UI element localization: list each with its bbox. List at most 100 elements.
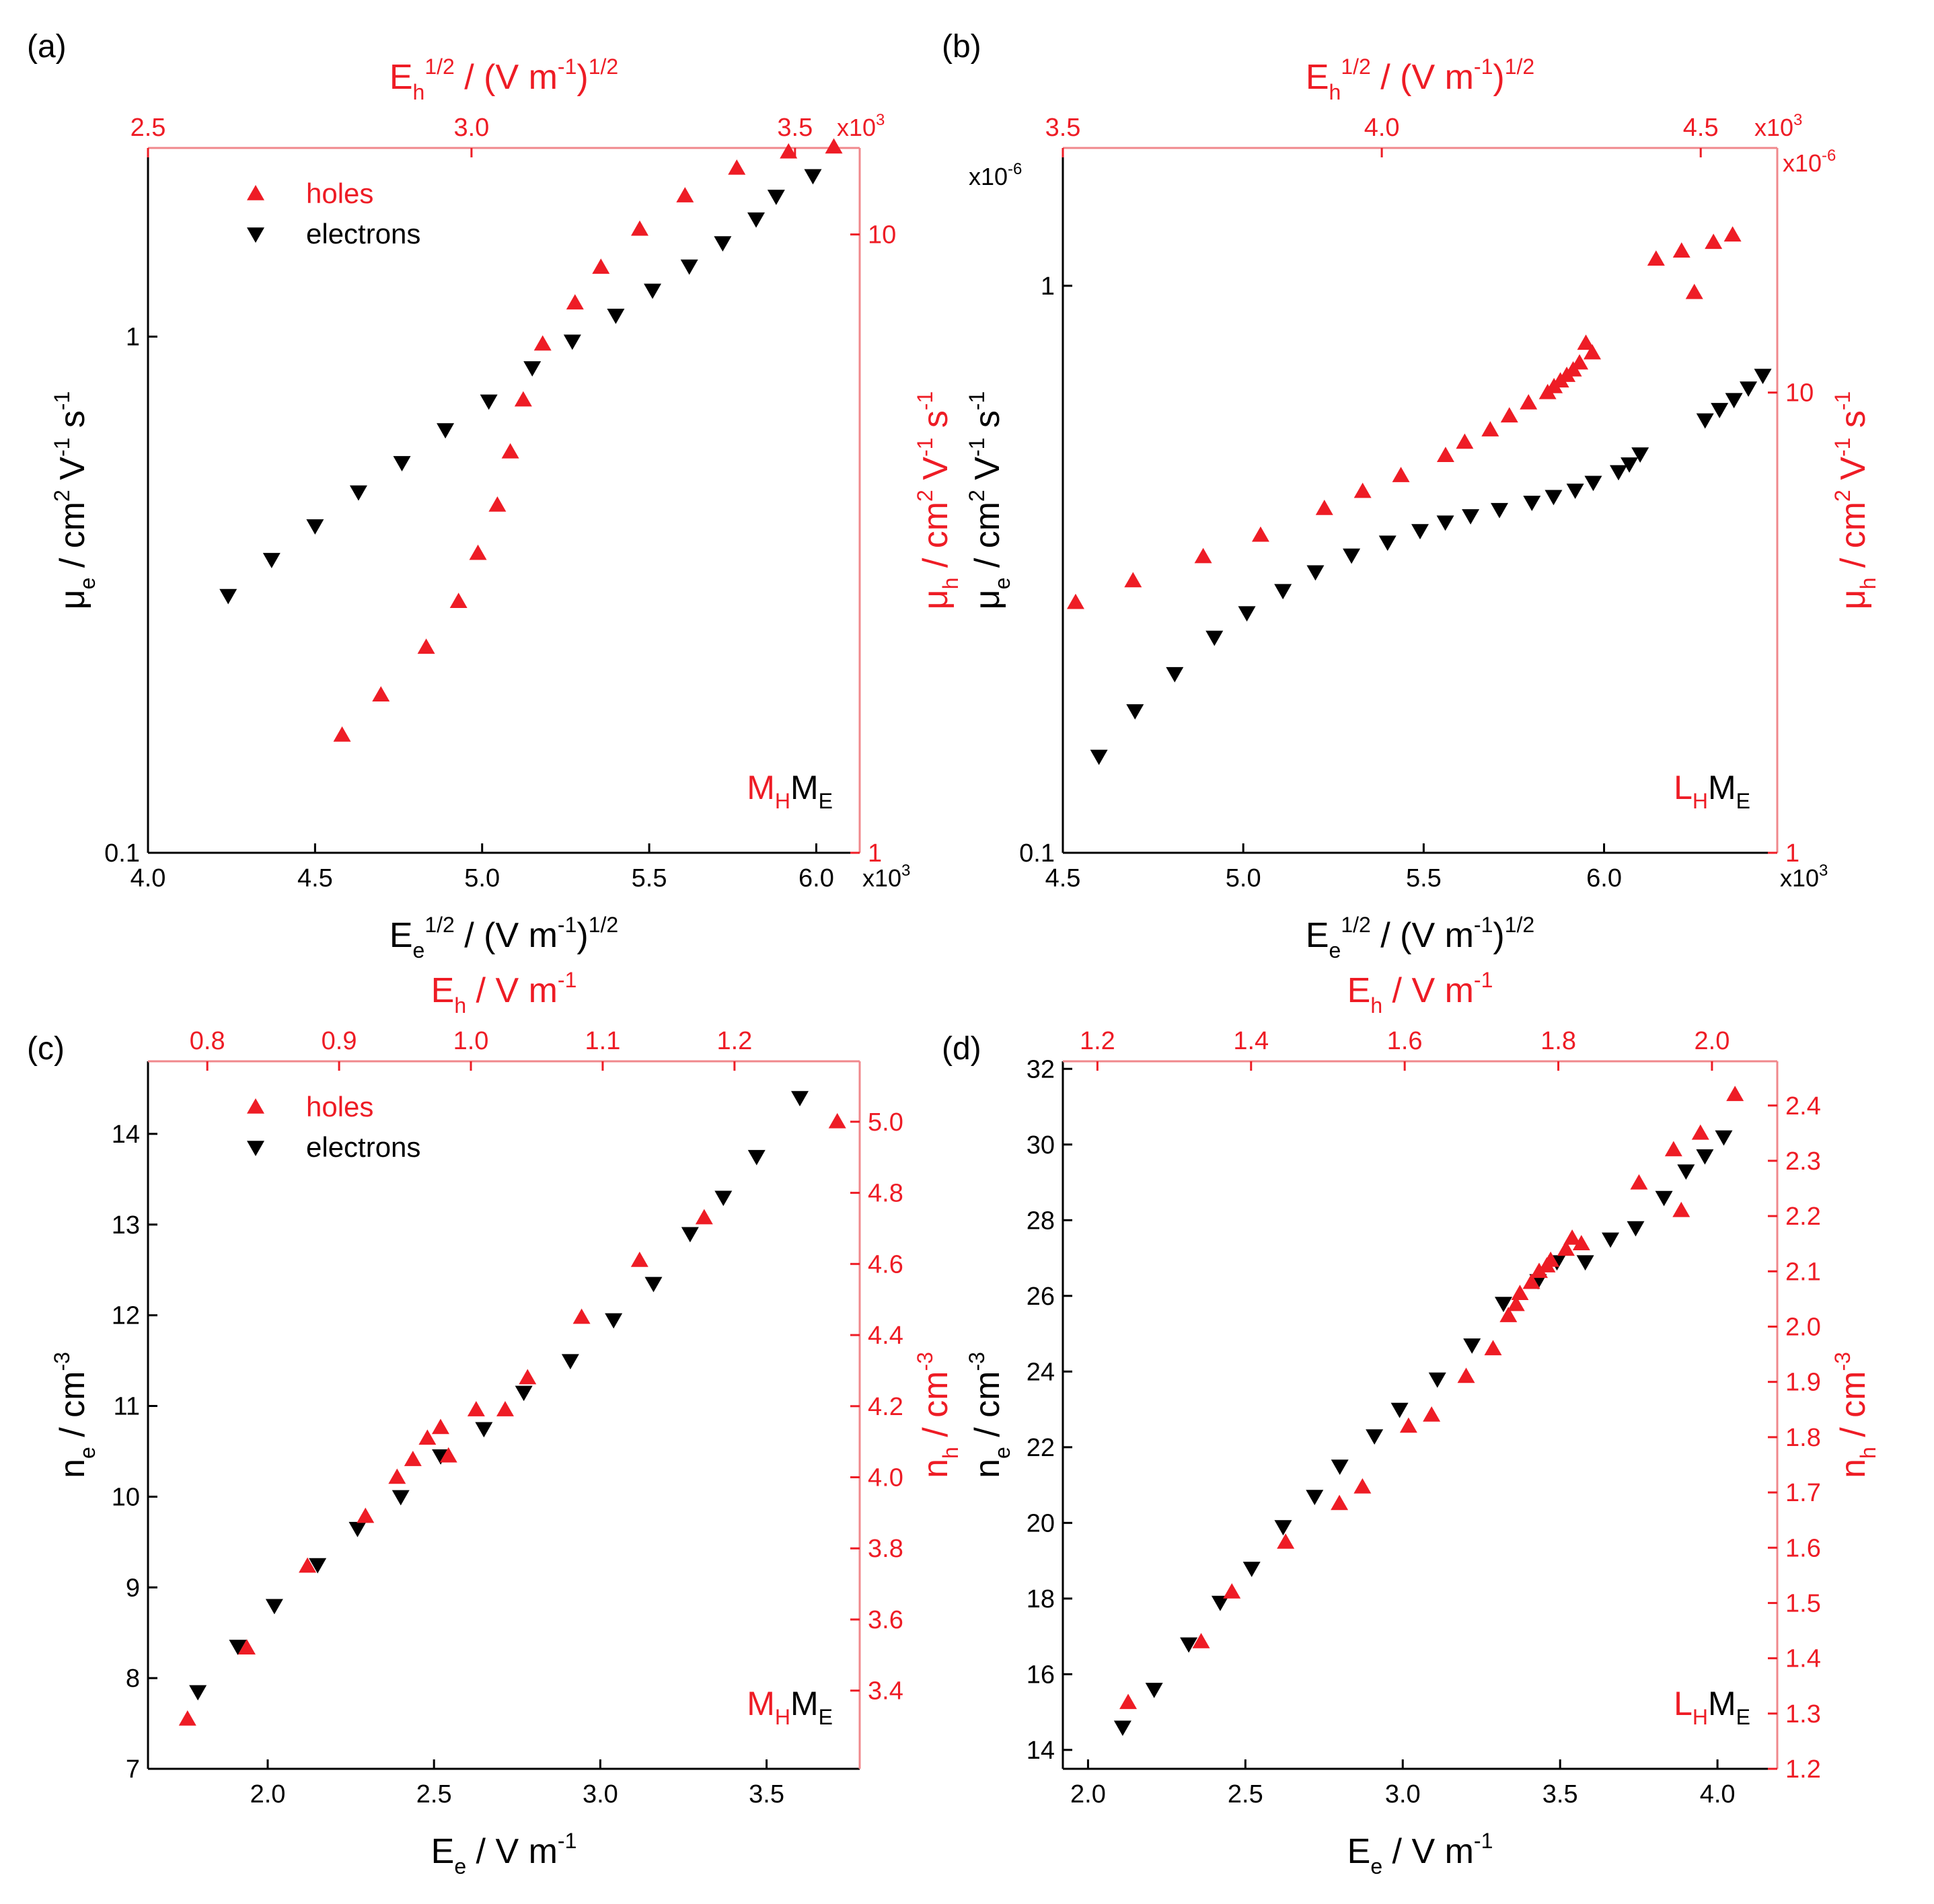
y2-tick-label: 2.4 [1785, 1092, 1821, 1120]
electrons-point [1655, 1190, 1673, 1207]
y2-tick-label: 3.8 [868, 1535, 903, 1563]
legend-holes-marker [247, 185, 264, 200]
electrons-point [309, 1558, 327, 1574]
holes-point [1499, 1307, 1518, 1322]
holes-point [1399, 1417, 1417, 1433]
electrons-point [561, 1354, 579, 1370]
holes-point [1542, 1251, 1560, 1267]
x2-tick-label: 2.0 [1695, 1027, 1730, 1055]
legend-holes-marker [247, 1098, 264, 1114]
x2-tick-label: 0.8 [190, 1027, 225, 1055]
x-tick-label: 2.5 [1228, 1780, 1263, 1808]
y-tick-label: 1 [126, 323, 140, 352]
y-tick-label: 10 [112, 1483, 140, 1511]
holes-point [357, 1507, 375, 1523]
holes-point [1723, 226, 1742, 242]
electrons-point [348, 1521, 367, 1537]
electrons-point [681, 1227, 699, 1243]
holes-point [676, 187, 694, 202]
holes-point [1672, 1201, 1690, 1217]
x2-tick-label: 1.2 [716, 1027, 752, 1055]
holes-point [1520, 393, 1538, 410]
legend-electrons-label: electrons [306, 218, 420, 250]
x2-tick-label: 1.0 [453, 1027, 489, 1055]
sample-label: MHME [747, 769, 833, 813]
holes-point [1563, 1229, 1582, 1245]
holes-point [237, 1639, 256, 1655]
holes-point [1577, 334, 1595, 350]
holes-point [630, 220, 648, 236]
holes-point [592, 258, 610, 274]
holes-point [449, 593, 468, 608]
electrons-point [393, 456, 411, 471]
y-tick-label: 26 [1027, 1283, 1055, 1311]
electrons-point [349, 485, 367, 501]
holes-point [404, 1451, 422, 1466]
y2-tick-label: 1.9 [1785, 1369, 1821, 1397]
x-tick-label: 5.5 [632, 864, 667, 892]
electrons-point [1242, 1562, 1261, 1577]
y-tick-label: 11 [114, 1393, 140, 1421]
electrons-point [189, 1685, 207, 1701]
electrons-point [1166, 667, 1184, 683]
y2-tick-label: 4.8 [868, 1180, 903, 1208]
sample-label: MHME [747, 1685, 833, 1729]
holes-point [1481, 421, 1499, 436]
y2-axis-title: nh / cm-3 [1830, 1352, 1880, 1478]
y2-tick-label: 1 [1785, 839, 1799, 868]
panel-c: 2.0 2.5 3.0 3.5 0.8 0.9 1.0 1.1 1.2 7 8 9 10 11 12 13 14… [27, 968, 963, 1878]
y-tick-label: 28 [1027, 1207, 1055, 1235]
holes-point [501, 443, 519, 459]
y2-tick-label: 2.2 [1785, 1203, 1821, 1231]
y-tick-label: 18 [1027, 1585, 1055, 1613]
y-axis-title: μe / cm2 V-1 s-1 [50, 391, 100, 610]
x2-multiplier: x103 [837, 111, 885, 141]
y2-tick-label: 10 [868, 221, 896, 250]
x-axis-title: Ee1/2 / (V m-1)1/2 [389, 913, 618, 962]
electrons-point [1584, 475, 1602, 492]
electrons-point [1545, 490, 1563, 506]
holes-point [1522, 1273, 1540, 1289]
electrons-point [262, 553, 281, 568]
electrons-point [1523, 496, 1541, 511]
y2-tick-label: 1.7 [1785, 1479, 1821, 1507]
x-tick-label: 4.0 [131, 864, 166, 892]
holes-point [1664, 1141, 1682, 1157]
x2-tick-label: 1.1 [585, 1027, 621, 1055]
x2-tick-label: 3.0 [453, 114, 489, 142]
electrons-point [1576, 1255, 1594, 1271]
y-tick-label: 9 [126, 1574, 140, 1602]
legend-electrons-label: electrons [306, 1131, 420, 1163]
y-tick-label: 30 [1027, 1131, 1055, 1159]
electrons-point [563, 334, 581, 350]
holes-point [1584, 344, 1602, 360]
y2-tick-label: 1.4 [1785, 1645, 1821, 1673]
x-axis-title: Ee / V m-1 [431, 1829, 577, 1878]
holes-point [1647, 250, 1665, 266]
holes-point [728, 159, 746, 175]
x-tick-label: 6.0 [1586, 864, 1622, 892]
x-multiplier: x103 [862, 862, 910, 892]
x2-tick-label: 0.9 [322, 1027, 357, 1055]
y-tick-label: 1 [1041, 272, 1055, 301]
y2-tick-label: 1.6 [1785, 1534, 1821, 1562]
holes-point [566, 294, 584, 310]
panel-label: (c) [27, 1031, 65, 1067]
electrons-point [605, 1313, 623, 1329]
y2-axis-title: μh / cm2 V-1 s-1 [913, 391, 963, 610]
y-axis-title: μe / cm2 V-1 s-1 [965, 391, 1014, 610]
electrons-point [1754, 369, 1772, 385]
y-tick-label: 32 [1027, 1055, 1055, 1083]
electrons-point [1205, 630, 1224, 646]
electrons-point [437, 423, 455, 439]
y2-axis-title: nh / cm-3 [913, 1352, 963, 1478]
x-tick-label: 3.0 [583, 1780, 618, 1808]
electrons-point [392, 1490, 410, 1506]
y2-tick-label: 3.4 [868, 1677, 903, 1706]
holes-point [439, 1447, 457, 1463]
panel-label: (d) [942, 1031, 981, 1067]
holes-point [1192, 1632, 1210, 1648]
holes-point [1705, 233, 1723, 250]
y-tick-label: 24 [1027, 1358, 1055, 1386]
electrons-point [1390, 1402, 1409, 1418]
